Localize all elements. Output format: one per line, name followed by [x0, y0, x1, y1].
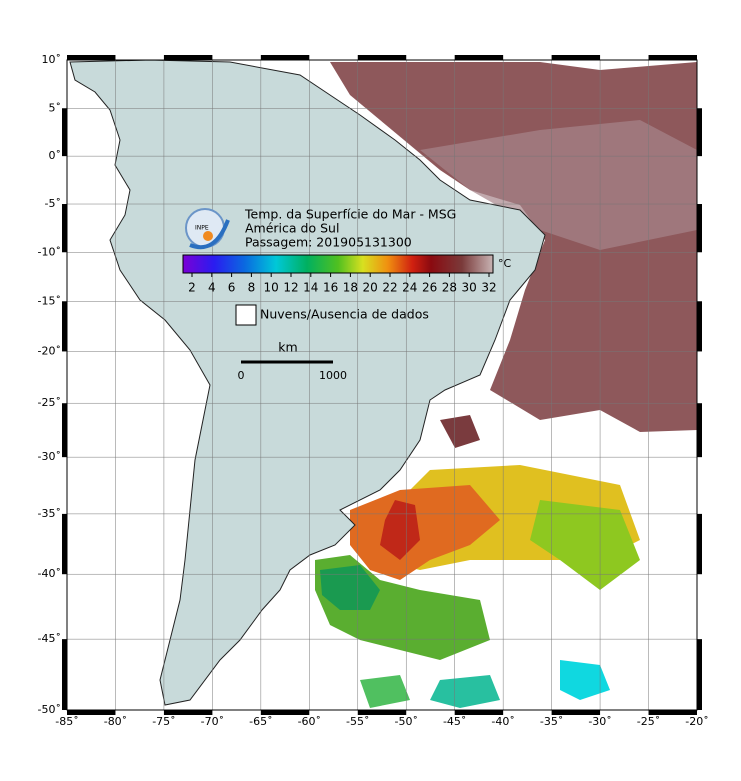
colorbar-tick-label: 4 [208, 281, 216, 295]
y-tick-label: 0˚ [49, 149, 62, 162]
frame-bar [62, 301, 67, 352]
colorbar-tick-label: 16 [323, 281, 338, 295]
y-tick-label: -5˚ [45, 197, 61, 210]
frame-bar [454, 55, 504, 60]
colorbar-tick-label: 2 [188, 281, 196, 295]
x-tick-label: -60˚ [298, 715, 321, 728]
y-tick-label: -30˚ [38, 450, 61, 463]
frame-bar [260, 710, 310, 715]
x-tick-label: -40˚ [491, 715, 514, 728]
logo-dot [203, 231, 213, 241]
x-tick-label: -45˚ [443, 715, 466, 728]
logo: INPE [185, 208, 230, 250]
colorbar-unit: °C [498, 257, 512, 270]
map-area [67, 60, 697, 710]
frame-bar [697, 513, 702, 575]
frame-bar [697, 301, 702, 352]
x-tick-label: -55˚ [346, 715, 369, 728]
x-tick-label: -30˚ [588, 715, 611, 728]
frame-bar [163, 710, 213, 715]
frame-bar [648, 710, 697, 715]
colorbar-tick-label: 28 [442, 281, 457, 295]
grid [67, 60, 697, 710]
x-tick-label: -70˚ [201, 715, 224, 728]
legend-swatch [235, 304, 257, 326]
y-tick-label: 5˚ [49, 101, 62, 114]
frame-bar [697, 204, 702, 253]
frame-bar [648, 55, 697, 60]
colorbar-tick-label: 26 [422, 281, 437, 295]
frame-bar [62, 204, 67, 253]
title-line: América do Sul [245, 221, 339, 236]
axes: -85˚ -80˚ -75˚ -70˚ -65˚ -60˚ -55˚ -50˚ -45˚ -40˚… [38, 53, 709, 728]
x-tick-label: -85˚ [55, 715, 78, 728]
scale-unit: km [278, 340, 297, 355]
colorbar-tick-label: 6 [228, 281, 236, 295]
frame-bar [260, 55, 310, 60]
y-tick-label: -45˚ [38, 632, 61, 645]
colorbar-ticks: 2 4 6 8 10 12 14 16 18 20 22 24 26 28 30 32 [188, 273, 497, 295]
colorbar-tick-label: 30 [462, 281, 477, 295]
x-tick-label: -35˚ [540, 715, 563, 728]
scale-label: 0 [238, 369, 245, 382]
x-tick-label: -65˚ [249, 715, 272, 728]
southern-sst [315, 465, 640, 708]
x-tick-label: -75˚ [152, 715, 175, 728]
frame-bar [697, 403, 702, 458]
frame-bar [357, 55, 407, 60]
colorbar [182, 254, 494, 274]
colorbar-tick-label: 12 [283, 281, 298, 295]
frame-bar [62, 513, 67, 575]
frame-bar [62, 639, 67, 710]
logo-arc [189, 219, 230, 250]
frame-bar [454, 710, 504, 715]
colorbar-tick-label: 20 [363, 281, 378, 295]
logo-text: INPE [195, 225, 209, 232]
frame-bar [697, 639, 702, 710]
x-tick-label: -50˚ [394, 715, 417, 728]
colorbar-tick-label: 24 [402, 281, 417, 295]
frame-bar [163, 55, 213, 60]
colorbar-tick-label: 8 [248, 281, 256, 295]
title-line: Temp. da Superfície do Mar - MSG [244, 207, 456, 222]
colorbar-tick-label: 32 [481, 281, 496, 295]
frame-bar [551, 710, 601, 715]
frame-bar [62, 108, 67, 157]
y-tick-label: -50˚ [38, 703, 61, 716]
cool-sst [420, 120, 697, 250]
frame-bar [697, 108, 702, 157]
y-tick-label: 10˚ [42, 53, 62, 66]
y-tick-label: -15˚ [38, 294, 61, 307]
y-tick-label: -40˚ [38, 567, 61, 580]
colorbar-tick-label: 10 [264, 281, 279, 295]
x-tick-label: -80˚ [104, 715, 127, 728]
legend-label: Nuvens/Ausencia de dados [260, 307, 429, 322]
frame-bar [357, 710, 407, 715]
colorbar-tick-label: 14 [303, 281, 318, 295]
y-tick-label: -25˚ [38, 396, 61, 409]
colorbar-tick-label: 18 [343, 281, 358, 295]
scale-label: 1000 [319, 369, 347, 382]
colorbar-tick-label: 22 [382, 281, 397, 295]
frame-bar [551, 55, 601, 60]
y-tick-label: -10˚ [38, 245, 61, 258]
x-tick-label: -25˚ [637, 715, 660, 728]
frame-bar [67, 710, 116, 715]
y-tick-label: -20˚ [38, 344, 61, 357]
frame-bar [67, 55, 116, 60]
x-tick-label: -20˚ [685, 715, 708, 728]
y-tick-label: -35˚ [38, 507, 61, 520]
frame-bar [62, 403, 67, 458]
title-line: Passagem: 201905131300 [245, 235, 412, 250]
